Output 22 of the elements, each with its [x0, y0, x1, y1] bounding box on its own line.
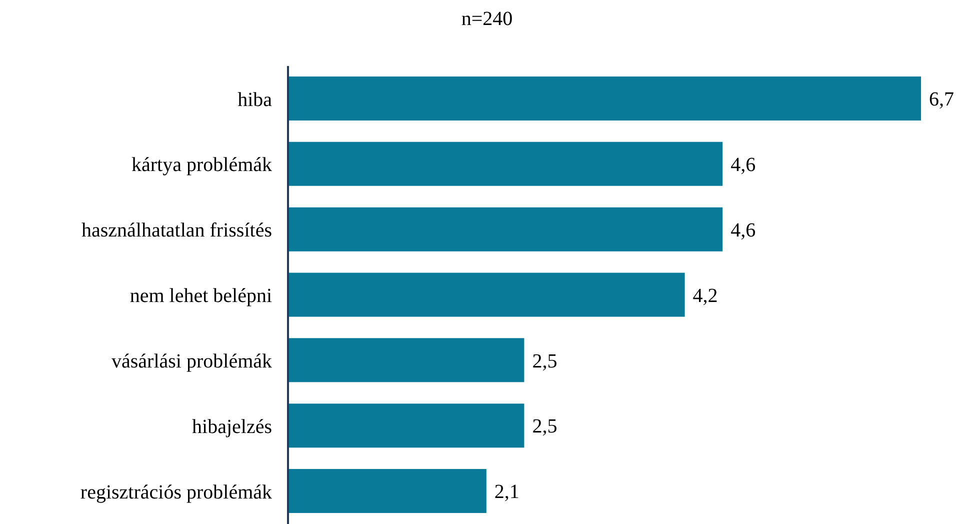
- y-tick-label: hiba: [238, 88, 272, 111]
- bar: [288, 272, 685, 317]
- bar: [288, 207, 723, 252]
- y-tick-label: használhatatlan frissítés: [82, 220, 272, 242]
- y-tick-label: regisztrációs problémák: [80, 481, 272, 504]
- y-tick-label: hibajelzés: [192, 416, 272, 438]
- data-label: 2,5: [532, 416, 558, 438]
- data-label: 2,5: [532, 350, 558, 372]
- data-label: 6,7: [929, 88, 954, 111]
- y-tick-label: vásárlási problémák: [112, 350, 272, 373]
- bar: [288, 142, 723, 186]
- bar: [288, 338, 524, 382]
- chart-title: n=240: [460, 8, 514, 31]
- y-tick-label: nem lehet belépni: [130, 285, 272, 308]
- bar: [288, 404, 524, 448]
- data-label: 4,6: [730, 219, 756, 242]
- bar: [288, 76, 921, 120]
- data-label: 4,6: [730, 154, 756, 176]
- bar: [288, 469, 486, 514]
- y-tick-label: kártya problémák: [132, 154, 272, 176]
- data-label: 4,2: [692, 284, 718, 307]
- data-label: 2,1: [494, 481, 520, 504]
